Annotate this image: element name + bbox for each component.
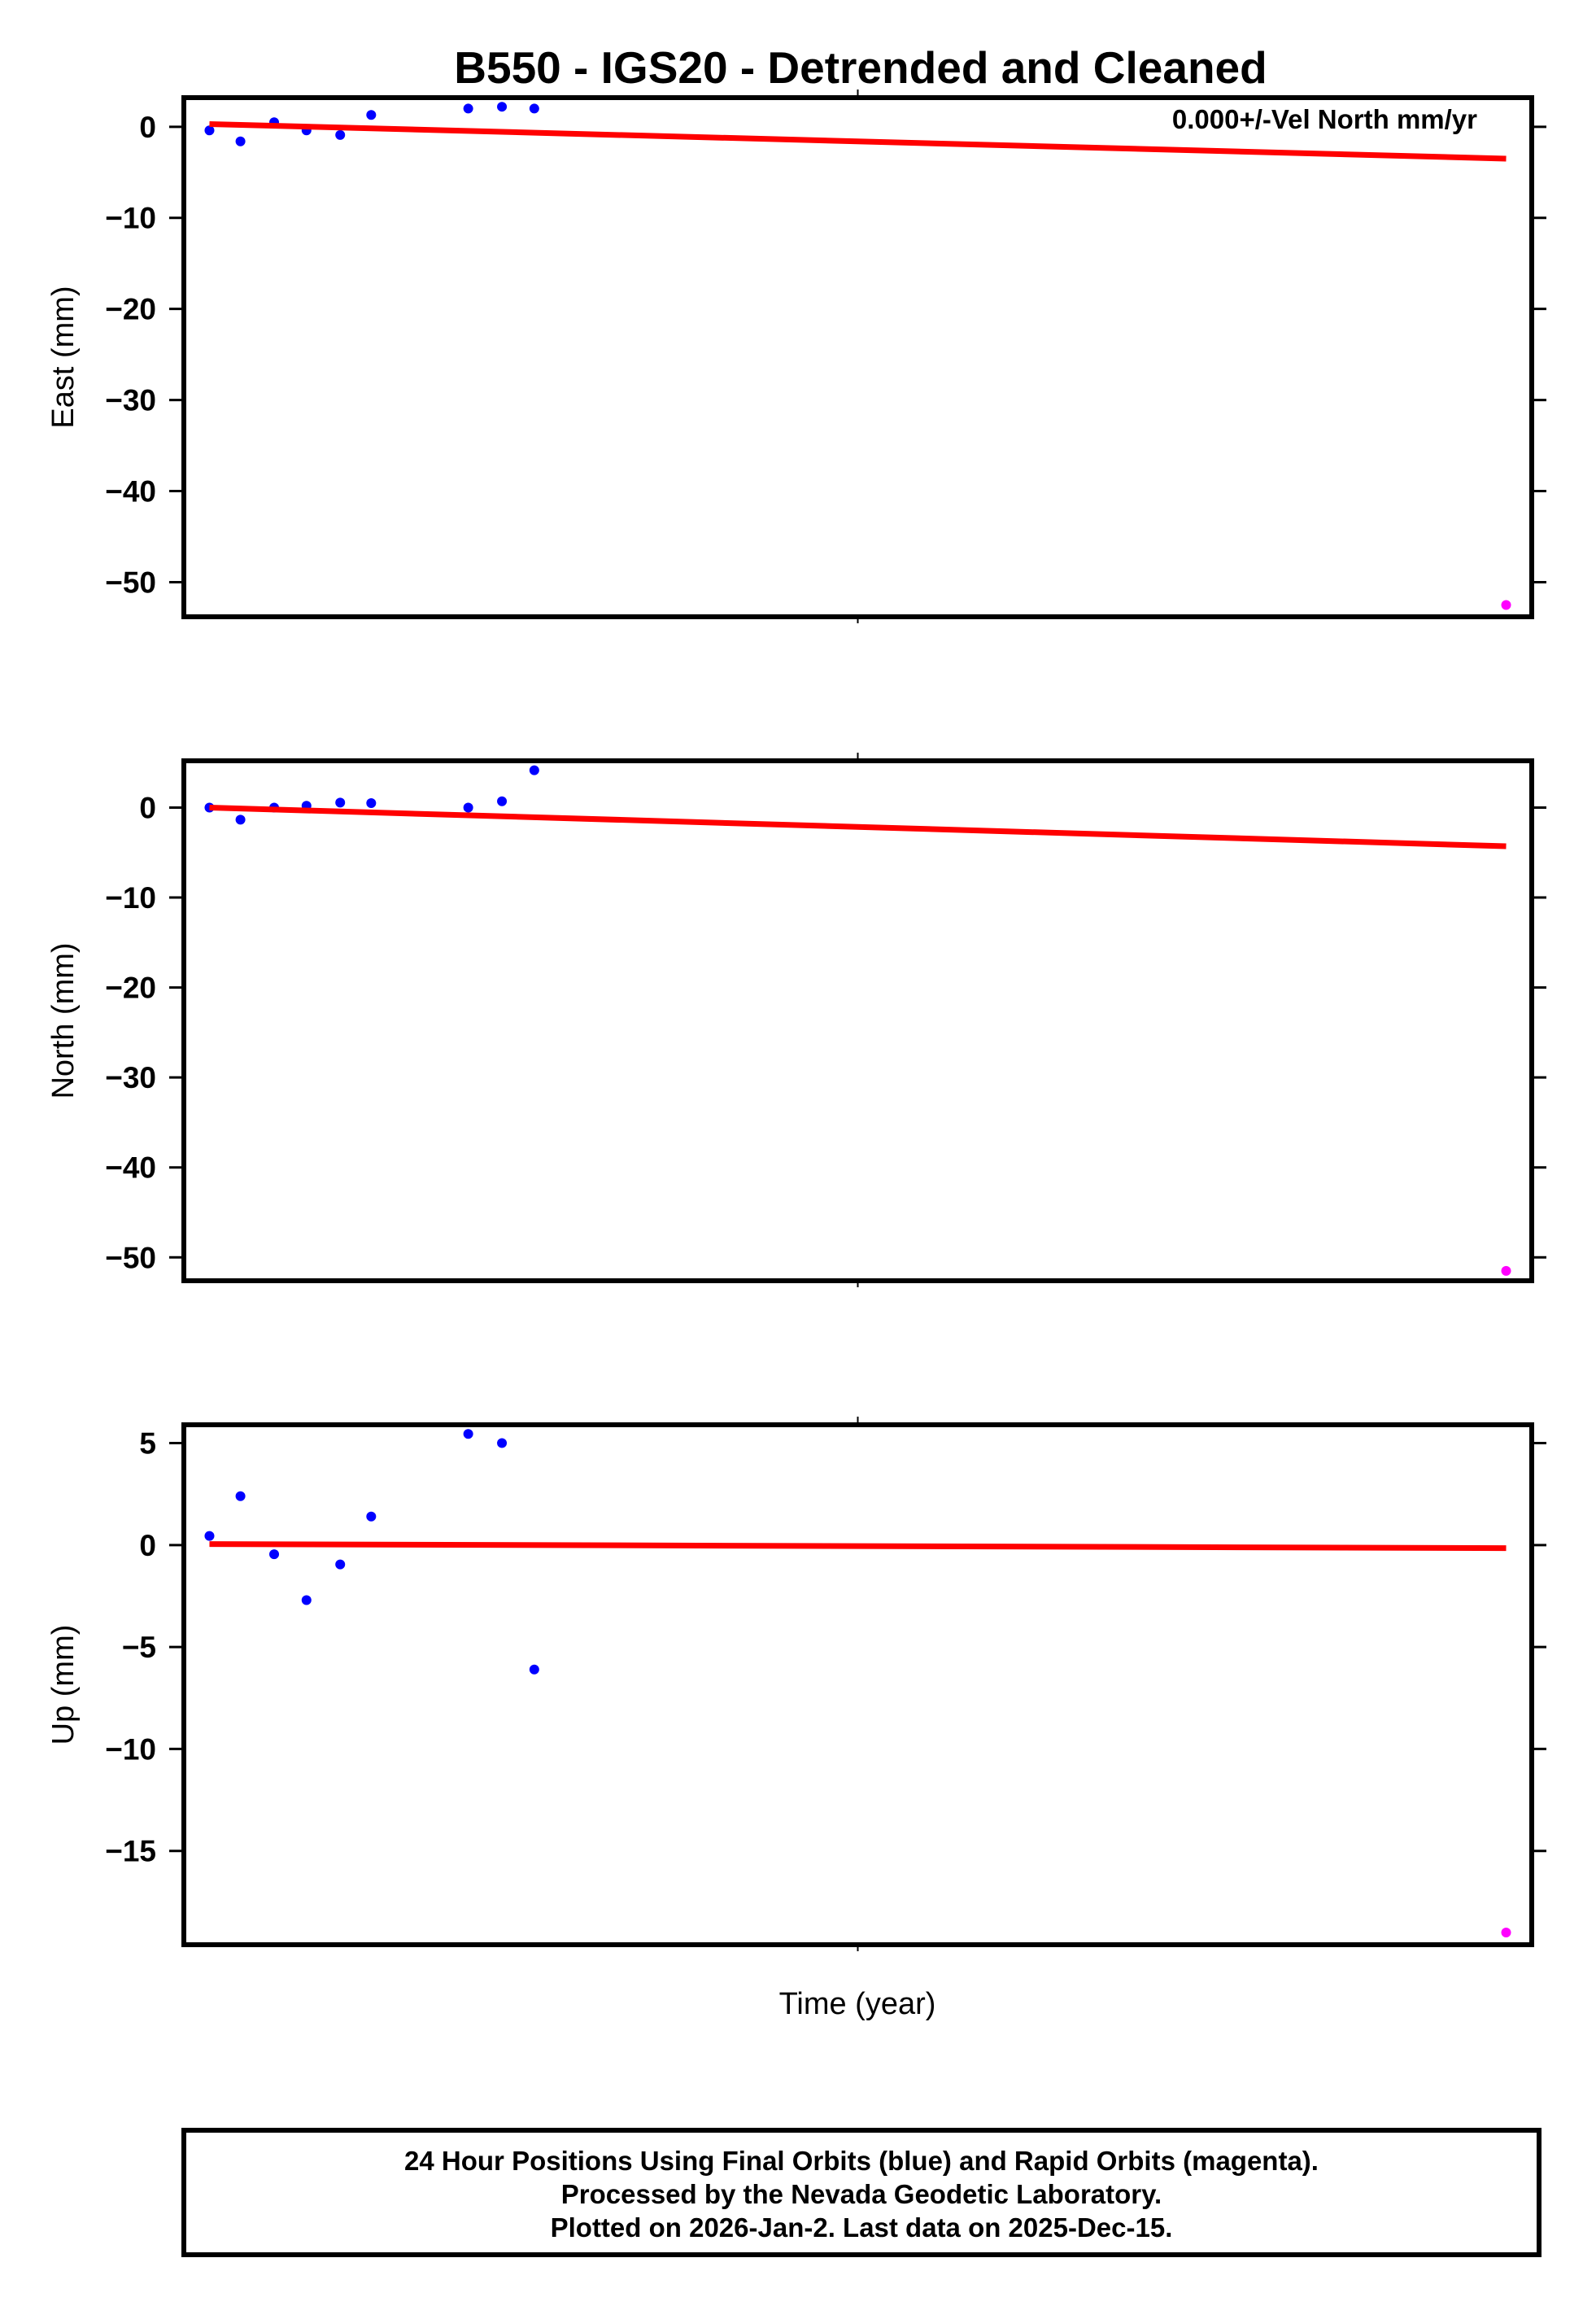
y-tick-label: −30 (105, 1061, 156, 1094)
final-orbit-point (366, 1511, 377, 1522)
y-tick-label: −50 (105, 1241, 156, 1274)
final-orbit-point (335, 1559, 346, 1570)
final-orbit-point (204, 1531, 215, 1541)
y-tick-label: −50 (105, 566, 156, 599)
final-orbit-point (497, 796, 508, 806)
footer-line-3: Plotted on 2026-Jan-2. Last data on 2025… (551, 2212, 1173, 2243)
y-tick-label: 0 (139, 111, 156, 144)
final-orbit-point (335, 129, 346, 140)
final-orbit-point (235, 1491, 246, 1501)
final-orbit-point (529, 765, 539, 775)
final-orbit-point (529, 103, 539, 114)
y-tick-label: −10 (105, 1732, 156, 1766)
plot-frame (181, 95, 1534, 619)
final-orbit-point (269, 1549, 280, 1560)
final-orbit-point (497, 102, 508, 112)
y-tick-label: −10 (105, 202, 156, 235)
final-orbit-point (204, 125, 215, 136)
final-orbit-point (463, 1429, 473, 1439)
final-orbit-point (529, 1664, 539, 1675)
y-axis-label-east: East (mm) (46, 286, 81, 428)
panel-up: 5 0 −5 −10 −15 Up (mm) (46, 1417, 1546, 1951)
y-axis-label-up: Up (mm) (46, 1625, 81, 1745)
y-tick-label: −30 (105, 384, 156, 417)
plot-frame (181, 1422, 1534, 1947)
y-tick-label: −20 (105, 972, 156, 1005)
final-orbit-point (463, 103, 473, 114)
rapid-orbit-point (1501, 1265, 1511, 1276)
rapid-orbit-point (1501, 600, 1511, 610)
trend-line (209, 804, 1507, 849)
velocity-annotation: 0.000+/-Vel North mm/yr (1172, 104, 1477, 134)
final-orbit-point (366, 110, 377, 120)
final-orbit-point (366, 797, 377, 808)
figure-title: B550 - IGS20 - Detrended and Cleaned (454, 42, 1267, 93)
final-orbit-point (335, 797, 346, 808)
footer-border (181, 2128, 1541, 2257)
final-orbit-point (235, 136, 246, 146)
y-tick-label: 5 (139, 1427, 156, 1461)
y-tick-label: 0 (139, 791, 156, 824)
y-tick-label: −5 (122, 1631, 156, 1664)
final-orbit-point (463, 802, 473, 813)
footer-line-2: Processed by the Nevada Geodetic Laborat… (561, 2179, 1162, 2209)
y-tick-label: −40 (105, 1151, 156, 1185)
y-tick-label: −15 (105, 1835, 156, 1868)
y-axis-label-north: North (mm) (46, 942, 81, 1098)
final-orbit-point (497, 1438, 508, 1448)
footer-line-1: 24 Hour Positions Using Final Orbits (bl… (404, 2146, 1319, 2176)
trend-line (209, 1541, 1507, 1552)
footer-box: 24 Hour Positions Using Final Orbits (bl… (181, 2128, 1541, 2257)
panel-north: 0 −10 −20 −30 −40 −50 North (mm) (46, 753, 1546, 1287)
plot-frame (181, 758, 1534, 1283)
y-tick-label: −20 (105, 293, 156, 326)
final-orbit-point (235, 815, 246, 825)
y-tick-label: 0 (139, 1529, 156, 1562)
final-orbit-point (301, 1595, 312, 1605)
panel-east: 0 −10 −20 −30 −40 −50 East (mm) 0.000+/-Vel Nor… (46, 90, 1546, 623)
y-tick-label: −10 (105, 881, 156, 915)
trend-line (209, 120, 1507, 162)
y-tick-label: −40 (105, 475, 156, 509)
rapid-orbit-point (1501, 1927, 1511, 1937)
x-axis-label: Time (year) (779, 1987, 936, 2021)
